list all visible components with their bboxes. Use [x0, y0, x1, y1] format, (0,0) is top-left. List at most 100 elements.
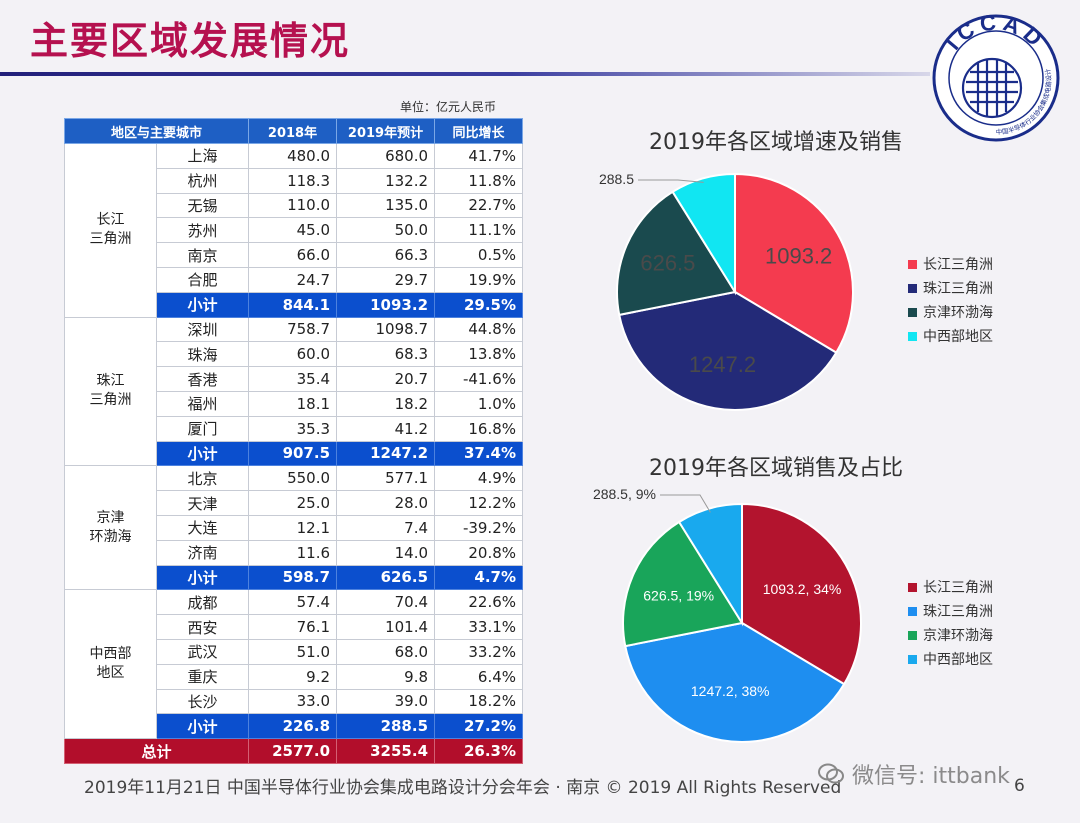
- pie-slice-label: 1093.2, 34%: [763, 581, 842, 597]
- value-2018-cell: 18.1: [248, 390, 338, 417]
- subtotal-growth-cell: 27.2%: [434, 713, 524, 740]
- legend-label: 长江三角洲: [923, 580, 993, 596]
- title-underline: [0, 72, 930, 76]
- growth-cell: 6.4%: [434, 663, 524, 690]
- watermark-text: 微信号: ittbank: [852, 764, 1010, 789]
- region-name-cell: 珠江 三角洲: [64, 316, 157, 467]
- value-2019-cell: 68.0: [336, 638, 436, 665]
- subtotal-2018-cell: 226.8: [248, 713, 338, 740]
- growth-cell: 13.8%: [434, 341, 524, 368]
- table-row: 天津 25.0 28.0 12.2%: [65, 490, 524, 516]
- value-2019-cell: 7.4: [336, 514, 436, 541]
- wechat-icon: [818, 763, 844, 784]
- table-row: 福州 18.1 18.2 1.0%: [65, 390, 524, 417]
- subtotal-label-cell: 小计: [155, 440, 250, 467]
- value-2018-cell: 33.0: [248, 688, 338, 715]
- subtotal-growth-cell: 29.5%: [434, 291, 524, 318]
- table-row: 长沙 33.0 39.0 18.2%: [65, 688, 524, 715]
- page-title: 主要区域发展情况: [30, 19, 351, 63]
- growth-cell: -39.2%: [434, 514, 524, 541]
- table-row: 中西部 地区 成都 57.4 70.4 22.6%: [64, 589, 524, 740]
- pie-chart-sales-share: 1093.2, 34% 1247.2, 38% 626.5, 19% 288.5, 9…: [593, 486, 862, 743]
- footer-text: 2019年11月21日 中国半导体行业协会集成电路设计分会年会 · 南京 © 2…: [84, 778, 842, 798]
- region-name-line: 环渤海: [89, 528, 132, 545]
- legend-swatch: [908, 259, 917, 269]
- subtotal-2018-cell: 598.7: [248, 564, 338, 591]
- city-cell: 深圳: [155, 316, 250, 343]
- value-2018-cell: 758.7: [248, 316, 338, 343]
- value-2019-cell: 577.1: [336, 465, 436, 492]
- pie-slice-label: 1247.2: [689, 352, 756, 377]
- table-row: 济南 11.6 14.0 20.8%: [65, 539, 524, 566]
- value-2018-cell: 118.3: [248, 167, 338, 194]
- growth-cell: 4.9%: [434, 465, 524, 492]
- chart1-legend: 长江三角洲 珠江三角洲 京津环渤海 中西部地区: [908, 252, 993, 348]
- growth-cell: 33.2%: [434, 638, 524, 665]
- pie-leader-line: [660, 494, 711, 513]
- table-row: 珠海 60.0 68.3 13.8%: [65, 341, 524, 368]
- region-data-table: 地区与主要城市 2018年 2019年预计 同比增长 长江 三角洲 上海 480.0 6…: [63, 118, 524, 764]
- table-row: 西安 76.1 101.4 33.1%: [65, 614, 524, 640]
- wechat-watermark: 微信号: ittbank: [818, 758, 1010, 790]
- city-cell: 天津: [155, 490, 250, 516]
- pie-slice: [624, 621, 846, 743]
- legend-item: 京津环渤海: [908, 300, 993, 324]
- region-name-line: 三角洲: [89, 231, 132, 248]
- city-cell: 杭州: [155, 167, 250, 194]
- city-cell: 西安: [155, 614, 250, 640]
- total-label-cell: 总计: [63, 738, 250, 764]
- city-cell: 上海: [155, 143, 250, 169]
- header-2019: 2019年预计: [336, 118, 436, 144]
- chart1-title: 2019年各区域增速及销售: [649, 130, 903, 155]
- region-name-line: 地区: [96, 665, 125, 682]
- city-cell: 成都: [155, 589, 250, 616]
- iccad-logo: ICCAD 中国半导体行业协会集成电路设计分会: [932, 14, 1060, 142]
- legend-label: 珠江三角洲: [923, 281, 993, 297]
- subtotal-growth-cell: 37.4%: [434, 440, 524, 467]
- value-2019-cell: 1098.7: [336, 316, 436, 343]
- city-cell: 苏州: [155, 217, 250, 244]
- subtotal-2019-cell: 288.5: [336, 713, 436, 740]
- value-2019-cell: 39.0: [336, 688, 436, 715]
- value-2018-cell: 57.4: [248, 589, 338, 616]
- growth-cell: 22.7%: [434, 192, 524, 219]
- city-cell: 济南: [155, 539, 250, 566]
- value-2019-cell: 66.3: [336, 242, 436, 268]
- table-row: 长江 三角洲 上海 480.0 680.0 41.7%: [64, 143, 524, 318]
- pie-slice-label: 288.5, 9%: [593, 486, 656, 502]
- table-row: 珠江 三角洲 深圳 758.7 1098.7 44.8%: [64, 316, 524, 467]
- city-cell: 重庆: [155, 663, 250, 690]
- region-name-line: 珠江: [96, 373, 125, 390]
- table-row: 苏州 45.0 50.0 11.1%: [65, 217, 524, 244]
- value-2019-cell: 29.7: [336, 266, 436, 293]
- subtotal-2019-cell: 1093.2: [336, 291, 436, 318]
- value-2019-cell: 18.2: [336, 390, 436, 417]
- city-cell: 无锡: [155, 192, 250, 219]
- value-2019-cell: 14.0: [336, 539, 436, 566]
- growth-cell: 22.6%: [434, 589, 524, 616]
- subtotal-label-cell: 小计: [155, 713, 250, 740]
- value-2018-cell: 24.7: [248, 266, 338, 293]
- pie-chart-growth-sales: 1093.2 1247.2 626.5 288.5: [599, 171, 854, 411]
- region-name-cell: 京津 环渤海: [64, 465, 157, 591]
- header-2018: 2018年: [248, 118, 338, 144]
- pie-slice-label: 626.5: [640, 251, 695, 276]
- legend-swatch: [908, 654, 917, 664]
- legend-item: 珠江三角洲: [908, 276, 993, 300]
- unit-label: 单位：亿元人民币: [400, 100, 497, 114]
- city-cell: 厦门: [155, 415, 250, 442]
- subtotal-growth-cell: 4.7%: [434, 564, 524, 591]
- pie-slice-label: 1093.2: [765, 244, 832, 269]
- value-2019-cell: 20.7: [336, 366, 436, 392]
- growth-cell: 11.8%: [434, 167, 524, 194]
- subtotal-label-cell: 小计: [155, 291, 250, 318]
- growth-cell: 41.7%: [434, 143, 524, 169]
- value-2019-cell: 135.0: [336, 192, 436, 219]
- value-2018-cell: 550.0: [248, 465, 338, 492]
- pie-slice: [734, 172, 854, 354]
- legend-label: 中西部地区: [923, 652, 993, 668]
- total-growth-cell: 26.3%: [434, 738, 524, 764]
- value-2018-cell: 480.0: [248, 143, 338, 169]
- subtotal-row: 小计 907.5 1247.2 37.4%: [65, 440, 524, 467]
- value-2018-cell: 12.1: [248, 514, 338, 541]
